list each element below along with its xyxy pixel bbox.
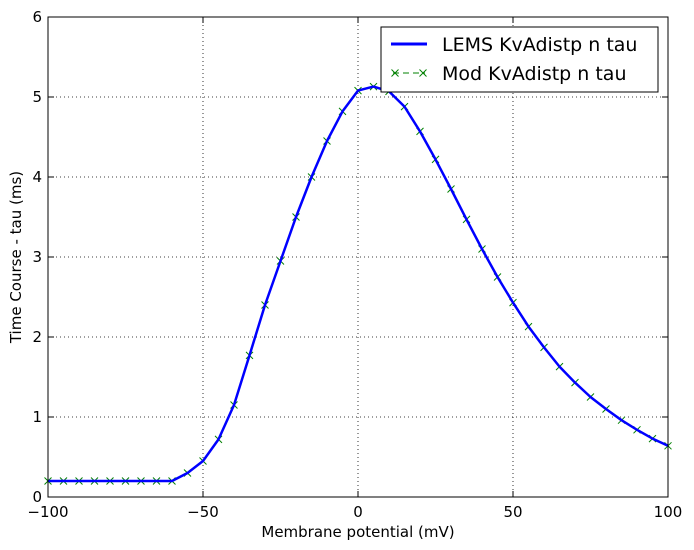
y-tick-label: 0 [32, 488, 42, 506]
series-layer [44, 82, 672, 485]
x-tick-label: −50 [187, 503, 219, 521]
legend-entry-mod: Mod KvAdistp n tau [391, 63, 627, 85]
x-tick-label: −100 [27, 503, 68, 521]
x-tick-label: 0 [353, 503, 363, 521]
legend-label-lems: LEMS KvAdistp n tau [442, 34, 637, 56]
x-tick-label: 100 [654, 503, 683, 521]
x-tick-label: 50 [503, 503, 522, 521]
x-axis-label: Membrane potential (mV) [261, 523, 454, 541]
legend-entry-lems: LEMS KvAdistp n tau [391, 34, 637, 56]
legend-box [380, 26, 659, 93]
legend-markers-mod [391, 69, 427, 77]
y-axis-label: Time Course - tau (ms) [7, 171, 25, 344]
legend-marker-stroke [391, 69, 399, 77]
y-tick-label: 6 [32, 8, 42, 26]
legend: LEMS KvAdistp n tau Mod KvAdistp n tau [380, 26, 659, 93]
grid [48, 17, 668, 497]
tick-labels: −100 −50 0 50 100 0 1 2 3 4 5 6 [27, 8, 682, 521]
series-line-lems [48, 85, 669, 483]
legend-marker-stroke [419, 69, 427, 77]
y-tick-label: 5 [32, 88, 42, 106]
y-tick-label: 2 [32, 328, 42, 346]
y-tick-label: 4 [32, 168, 42, 186]
axis-ticks [47, 16, 669, 498]
legend-label-mod: Mod KvAdistp n tau [442, 63, 627, 85]
y-tick-label: 1 [32, 408, 42, 426]
y-tick-label: 3 [32, 248, 42, 266]
